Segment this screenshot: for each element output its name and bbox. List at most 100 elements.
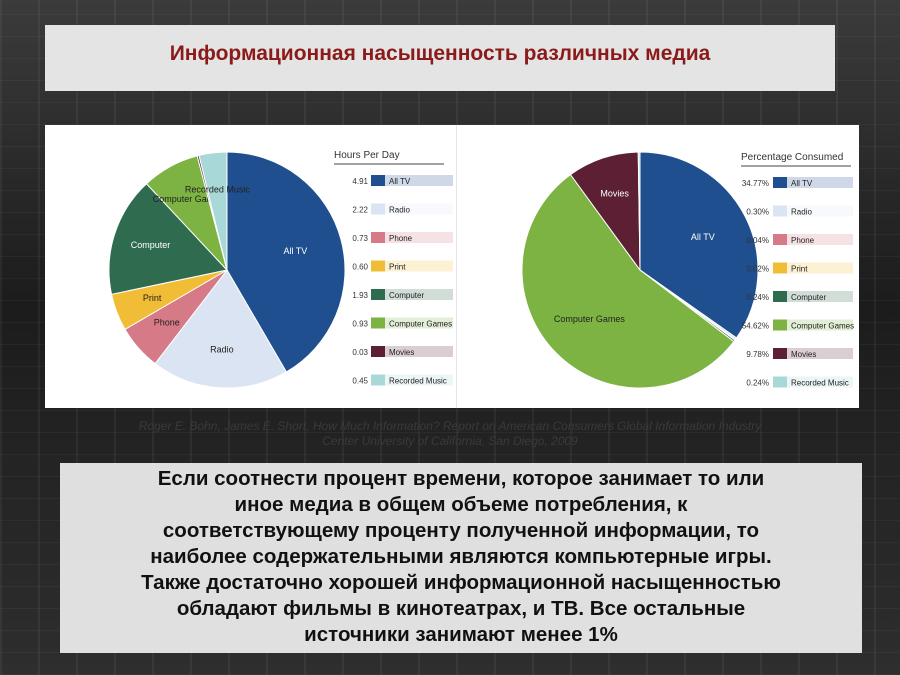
pie-slice-computer bbox=[108, 183, 228, 295]
legend-value-radio: 0.30% bbox=[746, 208, 769, 217]
pie-slice-all-tv bbox=[226, 151, 346, 373]
chart-hours-per-day: All TV Radio Phone Print Computer Computer Ga… bbox=[108, 150, 453, 389]
chart-percentage-consumed: All TV Computer Games Movies Percentage Con… bbox=[521, 151, 854, 389]
caption-band bbox=[60, 463, 862, 653]
legend-band-computer bbox=[385, 289, 453, 300]
legend-label-print: Print bbox=[791, 265, 808, 274]
legend-swatch-radio bbox=[371, 203, 385, 215]
caption-line: обладают фильмы в кинотеатрах, и ТВ. Все… bbox=[176, 597, 746, 620]
legend-band-phone bbox=[385, 232, 453, 243]
legend-band-computer bbox=[787, 291, 853, 302]
slice-label-movies: Movies bbox=[600, 188, 629, 198]
pie-slice-movies bbox=[569, 151, 641, 272]
slice-label-print: Print bbox=[143, 293, 162, 303]
legend-band-phone bbox=[787, 234, 853, 245]
legend-band-radio bbox=[787, 205, 853, 217]
title-band bbox=[45, 25, 835, 91]
legend-swatch-computer bbox=[371, 289, 385, 300]
legend-band-computer-games bbox=[787, 319, 853, 331]
legend-swatch-all-tv bbox=[773, 177, 787, 188]
citation-line-1: Roger E. Bohn, James E. Short, How Much … bbox=[138, 419, 762, 433]
legend-swatch-recorded-music bbox=[773, 376, 787, 388]
legend-swatch-computer-games bbox=[773, 319, 787, 331]
pie-slice-recorded-music bbox=[198, 151, 228, 271]
pie-slice-radio bbox=[154, 269, 288, 389]
legend-label-radio: Radio bbox=[791, 208, 812, 217]
legend-value-phone: 0.04% bbox=[746, 236, 769, 245]
pie-slice-all-tv bbox=[639, 151, 759, 339]
legend-label-movies: Movies bbox=[791, 350, 816, 359]
legend-swatch-movies bbox=[371, 346, 385, 357]
legend-band-recorded-music bbox=[385, 374, 453, 386]
legend-value-print: 0.60 bbox=[352, 263, 368, 272]
slice-label-recorded-music: Recorded Music bbox=[185, 185, 251, 195]
legend-value-computer: 1.93 bbox=[352, 291, 368, 300]
legend-swatch-phone bbox=[773, 234, 787, 245]
legend-label-computer-games: Computer Games bbox=[389, 320, 452, 329]
page-title: Информационная насыщенность различных ме… bbox=[169, 42, 711, 65]
slice-label-phone: Phone bbox=[154, 317, 180, 327]
legend-value-all-tv: 4.91 bbox=[352, 177, 368, 186]
legend-value-phone: 0.73 bbox=[352, 234, 368, 243]
pie-slice-computer-games bbox=[521, 173, 735, 389]
legend-swatch-print bbox=[773, 262, 787, 274]
figure-panel: All TV Radio Phone Print Computer Computer Ga… bbox=[45, 125, 859, 408]
caption-line: источники занимают менее 1% bbox=[304, 623, 618, 646]
legend-label-computer: Computer bbox=[791, 293, 826, 302]
legend-label-all-tv: All TV bbox=[791, 179, 813, 188]
legend-label-recorded-music: Recorded Music bbox=[791, 379, 849, 388]
legend-swatch-all-tv bbox=[371, 175, 385, 186]
slice-label-computer-games: Computer Games bbox=[554, 314, 626, 324]
pie-slice-recorded-music bbox=[637, 151, 641, 271]
legend-band-radio bbox=[385, 203, 453, 215]
legend-band-movies bbox=[385, 346, 453, 357]
legend-band-all-tv bbox=[385, 175, 453, 186]
legend-swatch-computer-games bbox=[371, 317, 385, 329]
legend-label-print: Print bbox=[389, 263, 406, 272]
citation: Roger E. Bohn, James E. Short, How Much … bbox=[40, 419, 860, 449]
legend-title: Percentage Consumed bbox=[741, 152, 843, 163]
slice-label-computer: Computer bbox=[131, 240, 171, 250]
legend-band-movies bbox=[787, 348, 853, 359]
caption-text: Если соотнести процент времени, которое … bbox=[60, 466, 862, 648]
slice-label-computer-games: Computer Games bbox=[153, 194, 225, 204]
caption-line: Если соотнести процент времени, которое … bbox=[157, 467, 765, 490]
caption-line: иное медиа в общем объеме потребления, к bbox=[234, 493, 688, 516]
legend-label-computer: Computer bbox=[389, 291, 424, 300]
legend-label-phone: Phone bbox=[791, 236, 815, 245]
legend-label-radio: Radio bbox=[389, 206, 410, 215]
legend-value-print: 0.02% bbox=[746, 265, 769, 274]
legend-value-movies: 9.78% bbox=[746, 350, 769, 359]
legend-value-recorded-music: 0.45 bbox=[352, 377, 368, 386]
slice-label-all-tv: All TV bbox=[691, 232, 715, 242]
caption-line: наиболее содержательными являются компью… bbox=[150, 545, 772, 568]
figure-divider bbox=[456, 125, 457, 408]
legend-value-computer: 0.24% bbox=[746, 293, 769, 302]
legend-label-computer-games: Computer Games bbox=[791, 322, 854, 331]
legend-swatch-recorded-music bbox=[371, 374, 385, 386]
legend-label-all-tv: All TV bbox=[389, 177, 411, 186]
legend-label-recorded-music: Recorded Music bbox=[389, 377, 447, 386]
legend-swatch-computer bbox=[773, 291, 787, 302]
legend-swatch-movies bbox=[773, 348, 787, 359]
caption-line: Также достаточно хорошей информационной … bbox=[141, 571, 781, 594]
legend-swatch-radio bbox=[773, 205, 787, 217]
legend-swatch-phone bbox=[371, 232, 385, 243]
citation-line-2: Center University of California, San Die… bbox=[322, 434, 578, 448]
slice-label-radio: Radio bbox=[210, 344, 234, 354]
legend-band-print bbox=[385, 260, 453, 272]
legend-value-movies: 0.03 bbox=[352, 348, 368, 357]
legend-label-phone: Phone bbox=[389, 234, 413, 243]
legend-value-computer-games: 54.62% bbox=[742, 322, 769, 331]
legend-value-recorded-music: 0.24% bbox=[746, 379, 769, 388]
legend-band-recorded-music bbox=[787, 376, 853, 388]
caption-line: соответствующему проценту полученной инф… bbox=[162, 519, 760, 542]
legend-band-all-tv bbox=[787, 177, 853, 188]
legend-value-computer-games: 0.93 bbox=[352, 320, 368, 329]
legend-swatch-print bbox=[371, 260, 385, 272]
legend-value-radio: 2.22 bbox=[352, 206, 368, 215]
legend-value-all-tv: 34.77% bbox=[742, 179, 769, 188]
legend-label-movies: Movies bbox=[389, 348, 414, 357]
legend-title: Hours Per Day bbox=[334, 150, 400, 161]
legend-band-computer-games bbox=[385, 317, 453, 329]
